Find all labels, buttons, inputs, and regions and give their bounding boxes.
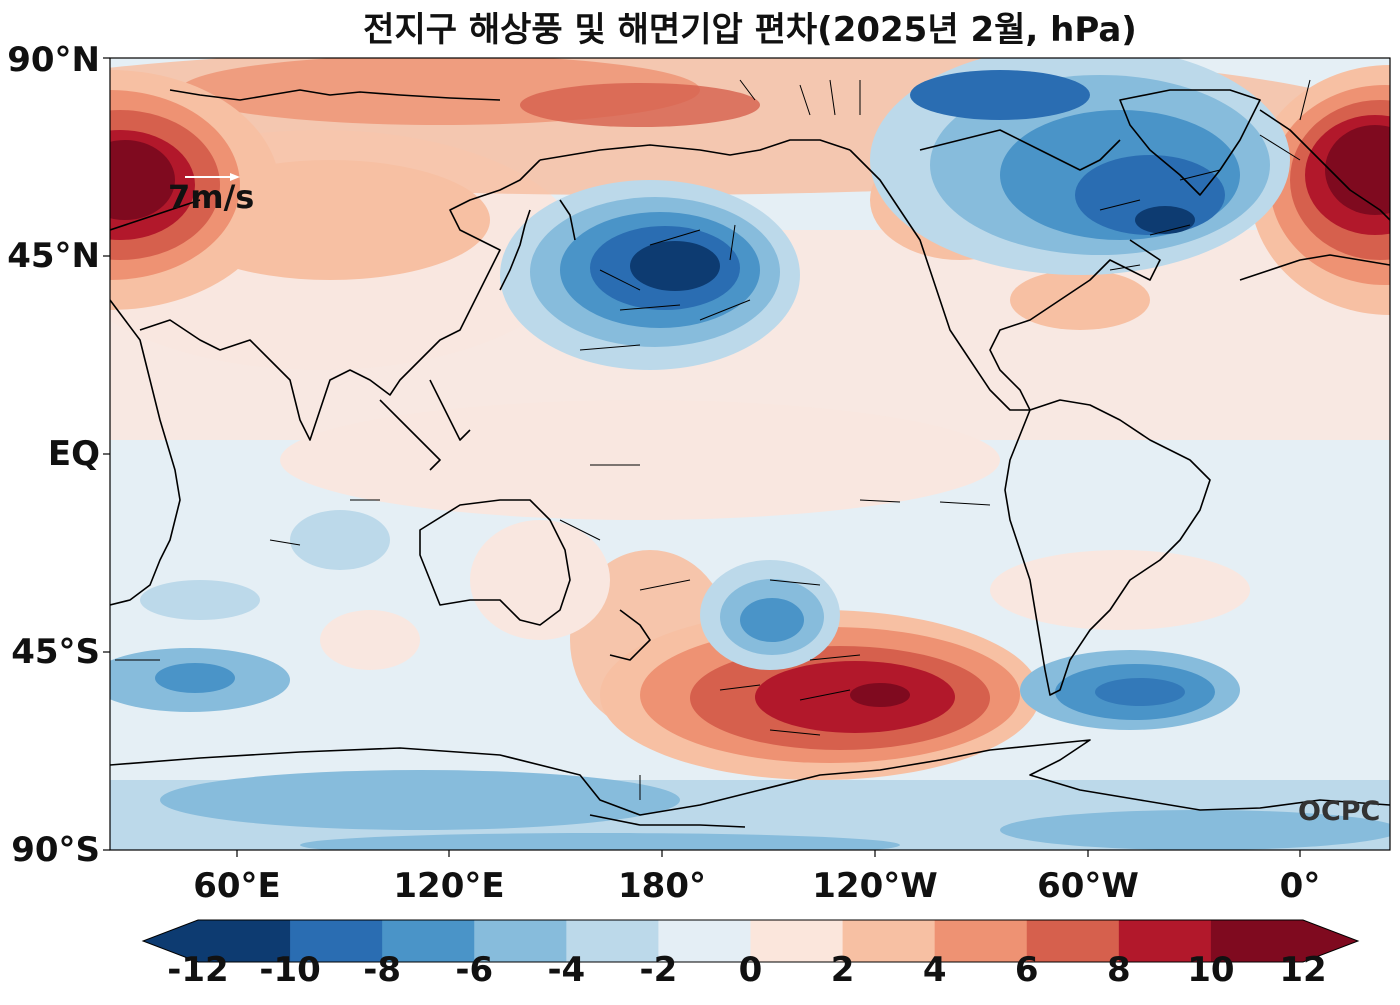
pressure-anomaly-field (110, 58, 1390, 850)
colorbar-tick-label: 6 (1014, 950, 1039, 990)
coastlines (110, 89, 1390, 828)
lon-label-60e: 60°E (193, 866, 281, 906)
colorbar-outline (141, 919, 1360, 963)
colorbar-extend-max (1303, 920, 1358, 962)
ocpc-logo: OCPC (1298, 796, 1381, 827)
lat-label-45s: 45°S (11, 632, 100, 672)
colorbar-swatch (1118, 920, 1212, 962)
lon-label-120w: 120°W (812, 866, 938, 906)
colorbar-tick-label: -4 (547, 950, 586, 990)
colorbar-swatch (1026, 920, 1120, 962)
lon-label-180: 180° (618, 866, 706, 906)
lon-label-60w: 60°W (1037, 866, 1139, 906)
colorbar-tick-label: -10 (259, 950, 321, 990)
colorbar-tick-label: 10 (1187, 950, 1235, 990)
colorbar-swatch (566, 920, 659, 962)
colorbar-tick-label: 12 (1279, 950, 1327, 990)
colorbar-tick-label: -2 (639, 950, 678, 990)
colorbar-extend-min (143, 920, 198, 962)
lat-label-eq: EQ (47, 434, 100, 474)
colorbar-swatch (842, 920, 936, 962)
wind-vectors (115, 79, 1311, 800)
colorbar-swatch (474, 920, 567, 962)
colorbar-swatch (934, 920, 1028, 962)
axis-ticks (103, 57, 1301, 857)
colorbar-tick-label: 4 (922, 950, 947, 990)
lon-label-120e: 120°E (393, 866, 505, 906)
lon-label-0: 0° (1279, 866, 1321, 906)
colorbar-tick-label: -8 (363, 950, 402, 990)
colorbar-swatch (750, 920, 844, 962)
lat-label-90n: 90°N (7, 40, 100, 80)
colorbar (141, 919, 1360, 963)
colorbar-swatch (1210, 920, 1304, 962)
reference-arrow (185, 173, 240, 181)
map-title: 전지구 해상풍 및 해면기압 편차(2025년 2월, hPa) (363, 10, 1137, 50)
colorbar-swatch (658, 920, 751, 962)
lat-label-90s: 90°S (11, 830, 100, 870)
colorbar-swatch (382, 920, 475, 962)
colorbar-swatch (198, 920, 291, 962)
colorbar-tick-label: 8 (1106, 950, 1131, 990)
colorbar-tick-label: -12 (167, 950, 229, 990)
colorbar-swatch (290, 920, 383, 962)
colorbar-tick-label: 0 (738, 950, 763, 990)
colorbar-tick-label: 2 (830, 950, 855, 990)
reference-vector-label: 7m/s (168, 178, 255, 216)
colorbar-tick-label: -6 (455, 950, 494, 990)
lat-label-45n: 45°N (7, 236, 100, 276)
